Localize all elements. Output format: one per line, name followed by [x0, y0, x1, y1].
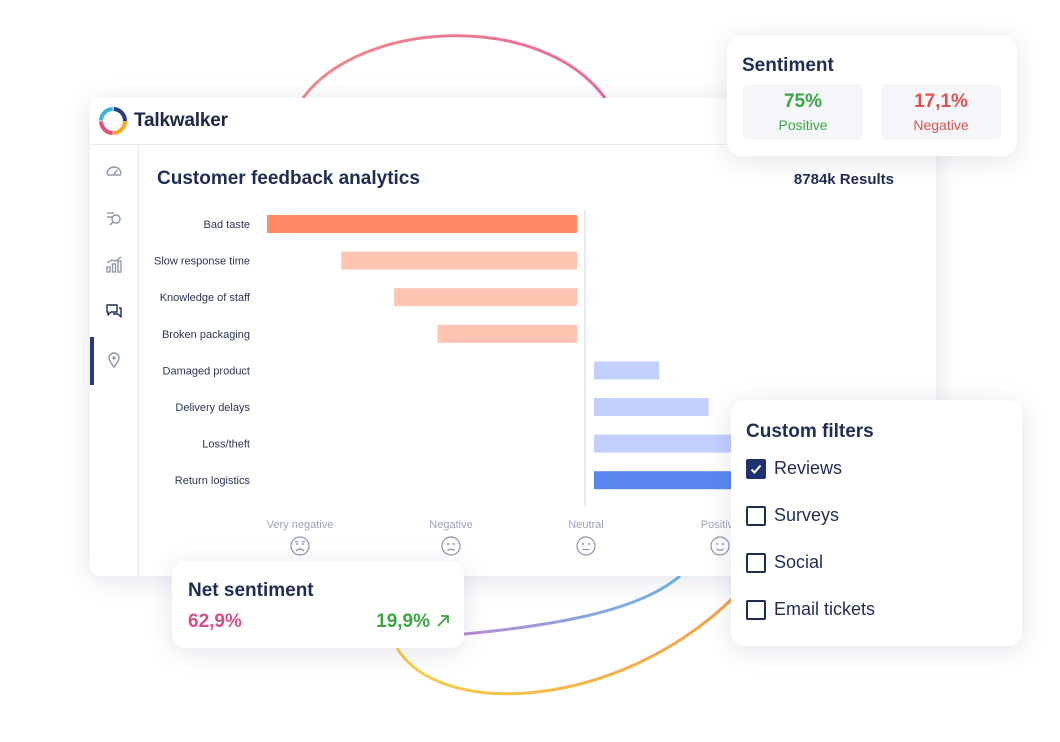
filter-surveys-label: Surveys — [774, 505, 840, 525]
bar — [594, 361, 660, 380]
category-label: Return logistics — [175, 475, 251, 487]
bar — [437, 324, 577, 343]
net-sentiment-value: 62,9% — [188, 611, 242, 632]
filter-reviews-label: Reviews — [774, 458, 843, 478]
filter-social-checkbox[interactable] — [746, 553, 766, 573]
filter-email-tickets-checkbox[interactable] — [746, 600, 766, 620]
sidebar — [90, 145, 139, 576]
dashboard-icon[interactable] — [104, 161, 124, 181]
very-sad-face-icon — [290, 536, 310, 556]
category-label: Damaged product — [163, 365, 250, 377]
bar — [594, 434, 734, 453]
net-sentiment-title: Net sentiment — [188, 580, 314, 601]
sidebar-active-indicator — [90, 337, 94, 385]
app-name: Talkwalker — [134, 110, 228, 131]
axis-tick-label: Neutral — [568, 519, 603, 531]
positive-label: Positive — [778, 117, 828, 133]
net-sentiment-change: 19,9% — [376, 611, 430, 632]
happy-face-icon — [710, 536, 730, 556]
bar — [394, 288, 577, 307]
axis-tick-label: Very negative — [267, 519, 334, 531]
chat-icon[interactable] — [104, 301, 124, 321]
results-count: 8784k Results — [793, 171, 894, 188]
axis-tick-label: Negative — [429, 519, 472, 531]
category-label: Loss/theft — [202, 439, 250, 451]
bar — [341, 251, 577, 270]
search-list-icon[interactable] — [104, 208, 124, 228]
axis-tick-label: Positive — [701, 519, 740, 531]
neutral-face-icon — [576, 536, 596, 556]
negative-value: 17,1% — [914, 91, 968, 112]
positive-value: 75% — [783, 91, 823, 112]
category-label: Knowledge of staff — [160, 292, 251, 304]
check-icon — [750, 464, 762, 474]
filter-reviews-checkbox[interactable] — [746, 459, 766, 479]
feedback-chart: Bad taste Slow response time Knowledge of … — [154, 210, 740, 556]
sentiment-card: Sentiment 75% Positive 17,1% Negative — [727, 36, 1017, 156]
app-header: Talkwalker — [90, 98, 936, 145]
positive-sentiment-box: 75% Positive — [743, 84, 863, 140]
page-title: Customer feedback analytics — [157, 168, 420, 189]
category-label: Broken packaging — [162, 329, 250, 341]
filters-title: Custom filters — [746, 421, 874, 442]
bar — [594, 471, 734, 490]
filter-social-label: Social — [774, 552, 824, 572]
arrow-up-right-icon — [437, 615, 449, 627]
location-pin-icon[interactable] — [104, 350, 124, 370]
sad-face-icon — [441, 536, 461, 556]
net-sentiment-card: Net sentiment 62,9% 19,9% — [172, 561, 464, 648]
sentiment-title: Sentiment — [742, 55, 834, 76]
category-label: Slow response time — [154, 256, 250, 268]
analytics-icon[interactable] — [104, 255, 124, 275]
filter-email-tickets-label: Email tickets — [774, 599, 876, 619]
talkwalker-logo-icon — [99, 107, 127, 135]
negative-label: Negative — [913, 117, 969, 133]
negative-sentiment-box: 17,1% Negative — [881, 84, 1001, 140]
category-label: Delivery delays — [175, 402, 250, 414]
bar — [594, 398, 709, 416]
category-label: Bad taste — [204, 219, 250, 231]
bar — [267, 215, 577, 233]
filter-surveys-checkbox[interactable] — [746, 506, 766, 526]
custom-filters-card: Custom filters Reviews Surveys Social Em… — [731, 400, 1022, 646]
